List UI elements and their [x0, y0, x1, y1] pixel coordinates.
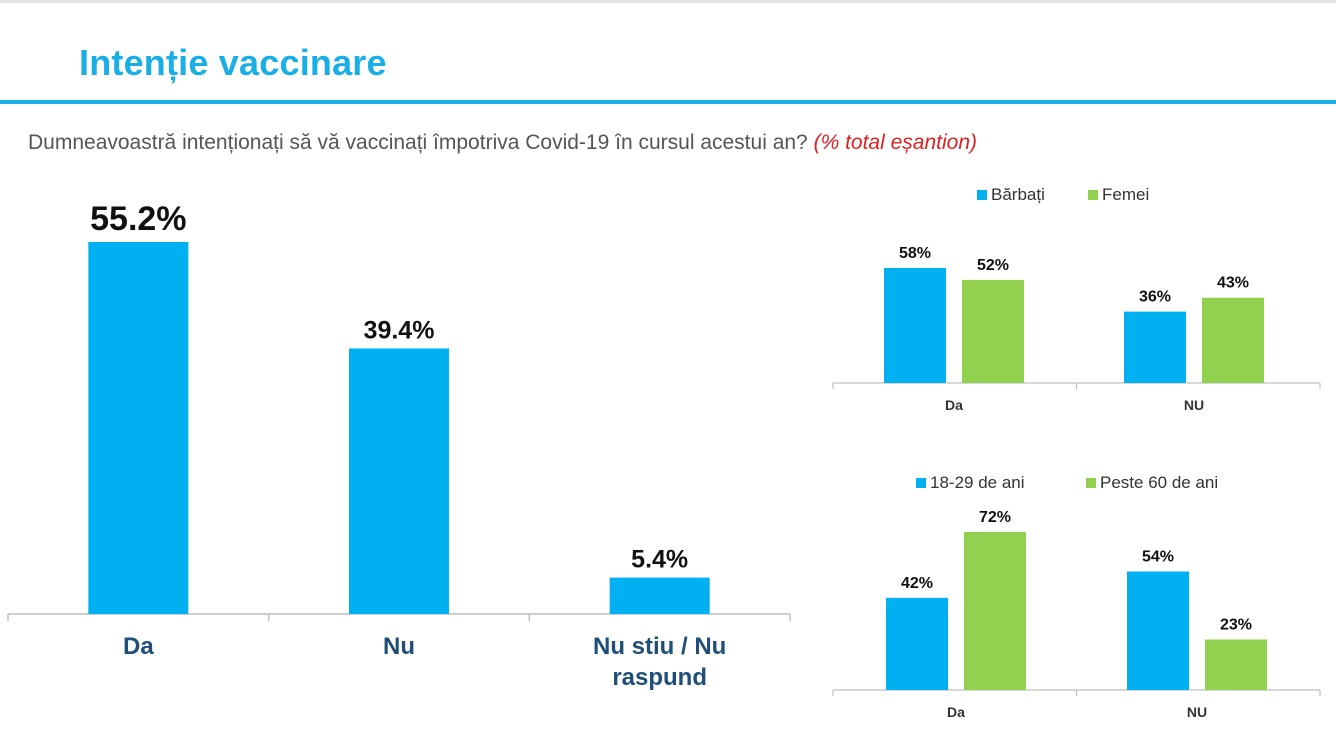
category-label: Nu	[383, 633, 415, 660]
legend-swatch-peste-60	[1086, 478, 1096, 488]
data-label: 42%	[901, 575, 933, 592]
legend-label-barbati: Bărbați	[991, 185, 1045, 204]
bar-da-peste-60-de-ani	[964, 532, 1026, 690]
data-label: 39.4%	[364, 316, 435, 344]
survey-question: Dumneavoastră intenționați să vă vaccina…	[28, 131, 977, 155]
category-label: raspund	[612, 664, 707, 691]
data-label: 43%	[1217, 275, 1249, 292]
bar-nu-18-29-de-ani	[1127, 571, 1189, 690]
legend-swatch-femei	[1088, 190, 1098, 200]
legend-item-barbati: Bărbați	[977, 185, 1045, 205]
bar-nu	[349, 348, 449, 614]
category-label: Da	[123, 633, 154, 660]
main-bar-chart: 55.2% Da 39.4% Nu 5.4% Nu stiu / Nu raspund	[7, 200, 791, 691]
data-label: 23%	[1220, 617, 1252, 634]
bar-da	[88, 242, 189, 614]
category-label: Da	[945, 397, 963, 413]
legend-swatch-18-29	[916, 478, 926, 488]
data-label: 5.4%	[631, 546, 688, 574]
data-label: 52%	[977, 257, 1009, 274]
bar-nu-peste-60-de-ani	[1205, 639, 1267, 690]
top-border	[0, 0, 1336, 3]
bar-da-b-rba-i	[884, 268, 946, 383]
category-label: NU	[1187, 704, 1207, 720]
title-underline	[0, 100, 1336, 104]
bar-nu-femei	[1202, 297, 1264, 383]
legend-item-peste-60: Peste 60 de ani	[1086, 473, 1218, 493]
bar-nu-b-rba-i	[1124, 311, 1186, 383]
legend-label-18-29: 18-29 de ani	[930, 473, 1025, 492]
question-text: Dumneavoastră intenționați să vă vaccina…	[28, 131, 808, 154]
question-note: (% total eșantion)	[813, 131, 977, 154]
legend-label-peste-60: Peste 60 de ani	[1100, 473, 1219, 492]
page-title: Intenție vaccinare	[79, 42, 387, 83]
data-label: 55.2%	[90, 200, 186, 238]
legend-label-femei: Femei	[1102, 185, 1150, 204]
data-label: 72%	[979, 509, 1011, 526]
data-label: 58%	[899, 245, 931, 262]
category-label: NU	[1184, 397, 1204, 413]
legend-item-18-29: 18-29 de ani	[916, 473, 1025, 493]
bar-nu-stiu-nu-raspund	[609, 577, 710, 614]
legend-swatch-barbati	[977, 190, 987, 200]
bar-da-femei	[962, 279, 1024, 383]
category-label: Da	[947, 704, 965, 720]
data-label: 36%	[1139, 289, 1171, 306]
legend-item-femei: Femei	[1088, 185, 1149, 205]
category-label: Nu stiu / Nu	[593, 633, 726, 660]
data-label: 54%	[1142, 549, 1174, 566]
bar-da-18-29-de-ani	[886, 597, 948, 690]
